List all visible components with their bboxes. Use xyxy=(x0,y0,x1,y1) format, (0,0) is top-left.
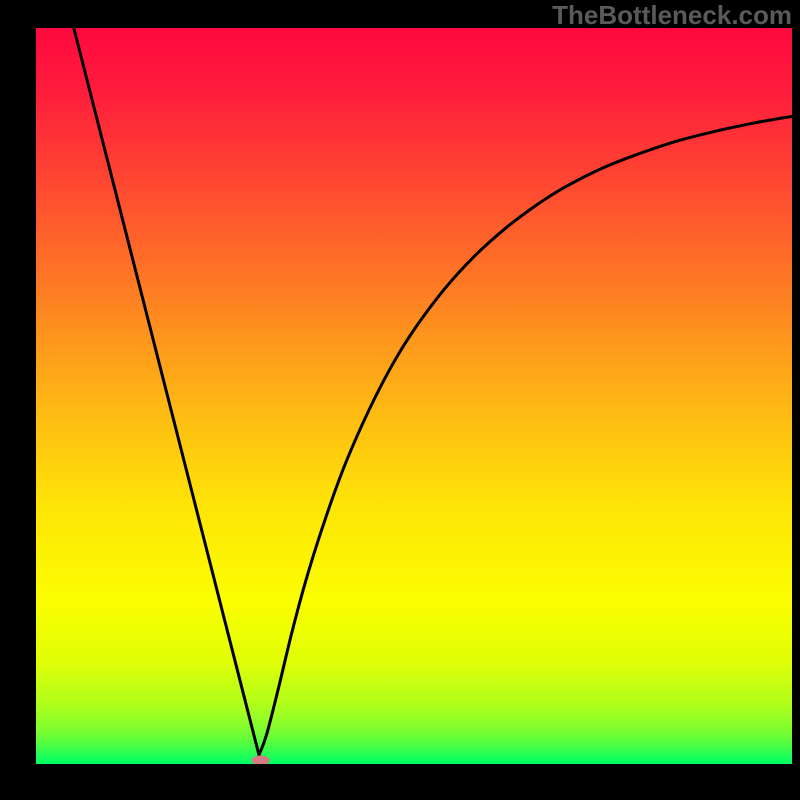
chart-plot-area xyxy=(36,28,792,764)
watermark-text: TheBottleneck.com xyxy=(552,0,792,31)
chart-background xyxy=(36,28,792,764)
